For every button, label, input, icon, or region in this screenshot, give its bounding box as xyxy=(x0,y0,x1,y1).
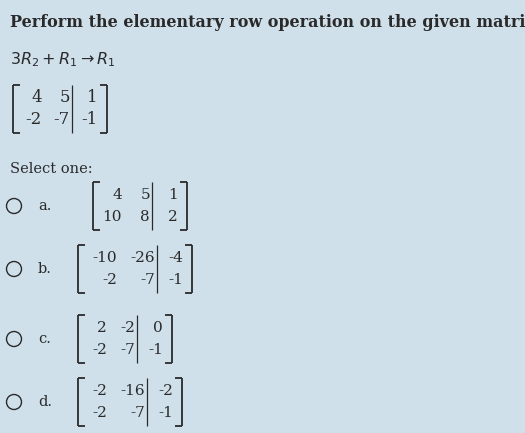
Text: $3R_2 + R_1 \rightarrow R_1$: $3R_2 + R_1 \rightarrow R_1$ xyxy=(10,50,116,69)
Text: -7: -7 xyxy=(120,343,135,357)
Text: -16: -16 xyxy=(120,384,145,398)
Text: 1: 1 xyxy=(168,188,178,202)
Text: a.: a. xyxy=(38,199,51,213)
Text: -2: -2 xyxy=(92,406,107,420)
Text: -7: -7 xyxy=(130,406,145,420)
Text: -1: -1 xyxy=(168,273,183,287)
Text: -7: -7 xyxy=(54,112,70,129)
Text: -2: -2 xyxy=(120,321,135,335)
Text: 2: 2 xyxy=(168,210,178,224)
Text: 0: 0 xyxy=(153,321,163,335)
Text: -2: -2 xyxy=(92,343,107,357)
Text: 4: 4 xyxy=(32,90,42,107)
Text: Perform the elementary row operation on the given matrix.: Perform the elementary row operation on … xyxy=(10,14,525,31)
Text: -2: -2 xyxy=(158,384,173,398)
Text: -1: -1 xyxy=(158,406,173,420)
Text: -7: -7 xyxy=(140,273,155,287)
Text: -10: -10 xyxy=(92,251,117,265)
Text: -2: -2 xyxy=(92,384,107,398)
Text: -2: -2 xyxy=(26,112,42,129)
Text: 5: 5 xyxy=(140,188,150,202)
Text: 2: 2 xyxy=(97,321,107,335)
Text: 1: 1 xyxy=(87,90,98,107)
Text: -26: -26 xyxy=(130,251,155,265)
Text: c.: c. xyxy=(38,332,51,346)
Text: 10: 10 xyxy=(102,210,122,224)
Text: -1: -1 xyxy=(82,112,98,129)
Text: -1: -1 xyxy=(148,343,163,357)
Text: 8: 8 xyxy=(140,210,150,224)
Text: Select one:: Select one: xyxy=(10,162,92,176)
Text: -2: -2 xyxy=(102,273,117,287)
Text: 4: 4 xyxy=(112,188,122,202)
Text: 5: 5 xyxy=(59,90,70,107)
Text: d.: d. xyxy=(38,395,52,409)
Text: b.: b. xyxy=(38,262,52,276)
Text: -4: -4 xyxy=(168,251,183,265)
